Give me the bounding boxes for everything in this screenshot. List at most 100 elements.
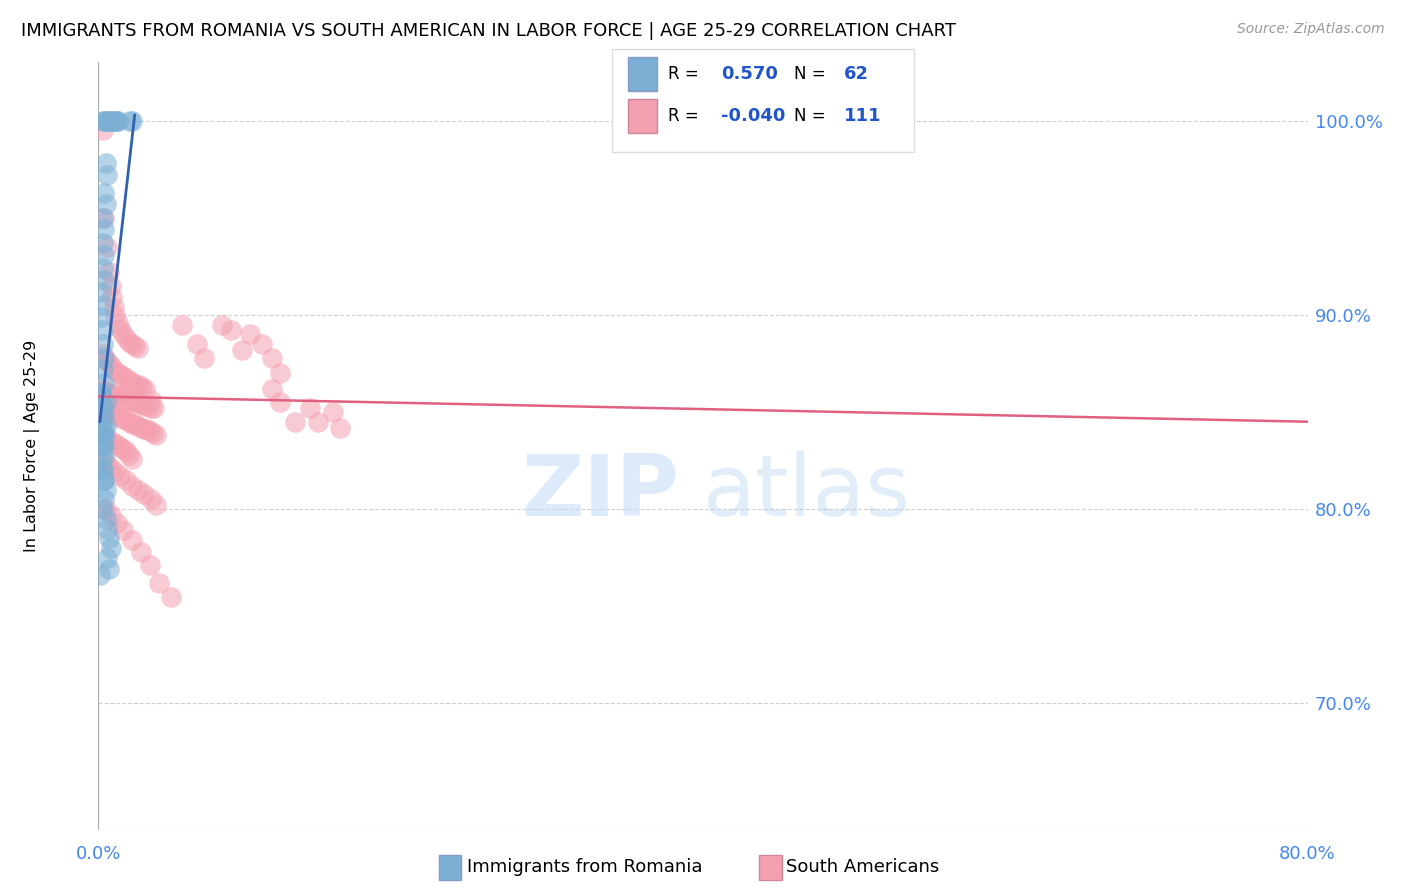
Text: IMMIGRANTS FROM ROMANIA VS SOUTH AMERICAN IN LABOR FORCE | AGE 25-29 CORRELATION: IMMIGRANTS FROM ROMANIA VS SOUTH AMERICA… [21, 22, 956, 40]
Point [93, 440, 115, 454]
Point [90, 451, 112, 466]
Point [120, 113, 142, 128]
Point [129, 420, 152, 434]
Point [98, 265, 121, 279]
Point [105, 409, 128, 423]
Point [121, 533, 143, 548]
Point [132, 486, 155, 500]
Point [93, 113, 115, 128]
Point [114, 413, 136, 427]
Point [111, 442, 134, 456]
Point [107, 316, 129, 330]
Point [91, 211, 114, 225]
Point [94, 384, 117, 398]
Point [104, 465, 127, 479]
Point [211, 318, 233, 332]
Point [134, 382, 156, 396]
Point [91, 399, 114, 413]
Point [125, 395, 148, 409]
Point [96, 458, 118, 472]
Text: 0.0%: 0.0% [76, 845, 121, 863]
Point [100, 461, 122, 475]
Point [104, 364, 127, 378]
Point [107, 113, 129, 128]
Point [103, 300, 125, 314]
Point [108, 410, 131, 425]
Point [96, 240, 118, 254]
Point [121, 113, 143, 128]
Point [111, 327, 134, 342]
Point [100, 278, 122, 293]
Point [103, 436, 125, 450]
Point [93, 211, 115, 225]
Point [231, 343, 253, 357]
Point [115, 372, 138, 386]
Point [93, 273, 115, 287]
Point [90, 428, 112, 442]
Point [93, 430, 115, 444]
Point [93, 222, 115, 236]
Point [96, 432, 118, 446]
Point [100, 541, 122, 555]
Point [118, 415, 141, 429]
Point [93, 351, 115, 365]
Point [139, 558, 162, 573]
Point [250, 337, 273, 351]
Point [112, 392, 135, 406]
Point [112, 370, 135, 384]
Point [94, 395, 117, 409]
Point [98, 385, 121, 400]
Point [108, 440, 131, 454]
Text: Source: ZipAtlas.com: Source: ZipAtlas.com [1237, 22, 1385, 37]
Point [114, 331, 136, 345]
Point [107, 366, 129, 380]
Point [115, 393, 138, 408]
Point [100, 407, 122, 421]
Point [122, 376, 145, 390]
Point [91, 463, 114, 477]
Point [93, 453, 115, 467]
Point [128, 397, 150, 411]
Point [93, 450, 115, 464]
Point [145, 498, 167, 512]
Point [91, 382, 114, 396]
Text: South Americans: South Americans [786, 858, 939, 876]
Point [93, 403, 115, 417]
Point [105, 438, 128, 452]
Point [90, 387, 112, 401]
Point [93, 430, 115, 444]
Text: 111: 111 [844, 107, 882, 125]
Point [141, 393, 163, 408]
Text: N =: N = [794, 107, 825, 125]
Point [139, 425, 162, 439]
Point [100, 434, 122, 449]
Point [93, 425, 115, 439]
Point [104, 113, 127, 128]
Point [91, 425, 114, 439]
Point [110, 368, 132, 383]
Point [100, 508, 122, 522]
Point [90, 385, 112, 400]
Point [186, 337, 208, 351]
Point [103, 407, 125, 421]
Point [170, 318, 193, 332]
Point [143, 401, 166, 416]
Point [114, 473, 136, 487]
Point [94, 197, 117, 211]
Point [91, 323, 114, 337]
Point [96, 168, 118, 182]
Point [94, 502, 117, 516]
Point [91, 362, 114, 376]
Point [121, 479, 143, 493]
Point [98, 356, 121, 370]
Point [145, 428, 167, 442]
Point [118, 335, 141, 350]
Point [135, 422, 157, 436]
Text: 0.570: 0.570 [721, 65, 778, 83]
Point [141, 492, 163, 507]
Point [124, 417, 146, 431]
Point [111, 410, 134, 425]
Text: -0.040: -0.040 [721, 107, 786, 125]
Point [93, 492, 115, 507]
Point [90, 310, 112, 324]
